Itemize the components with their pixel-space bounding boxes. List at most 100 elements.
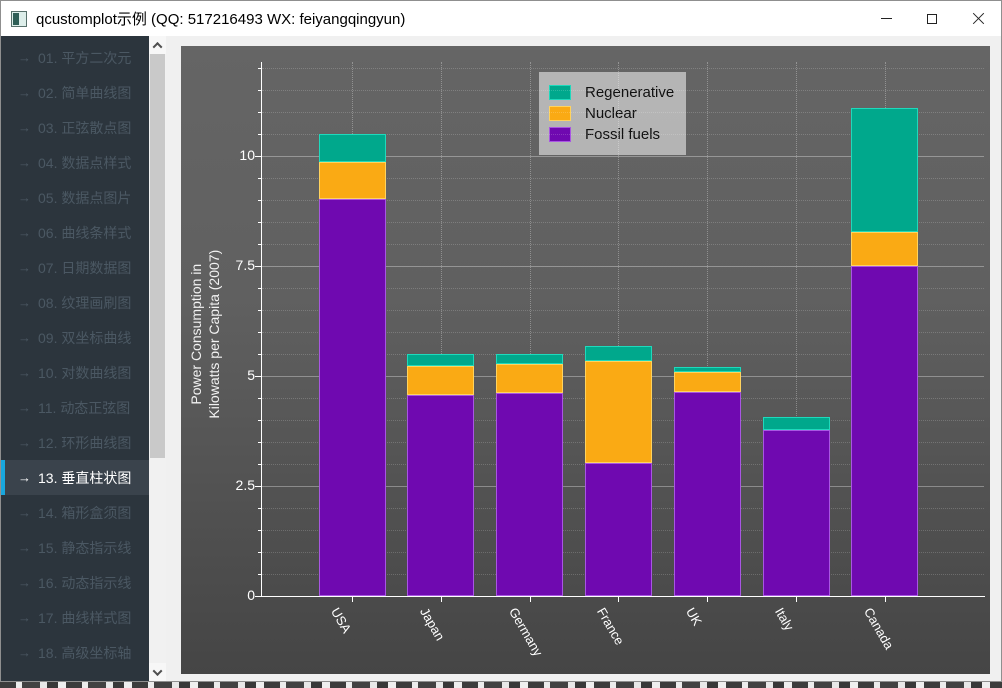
chart-legend[interactable]: Regenerative Nuclear Fossil fuels xyxy=(539,72,687,155)
chevron-up-icon xyxy=(152,41,163,52)
bar-segment-regenerative-japan[interactable] xyxy=(407,353,475,366)
y-minor-gridline xyxy=(262,200,984,201)
minimize-button[interactable] xyxy=(863,1,909,36)
stacked-bar-chart[interactable]: Power Consumption in Kilowatts per Capit… xyxy=(181,46,990,674)
sidebar-item-08[interactable]: → 08. 纹理画刷图 xyxy=(1,285,149,320)
x-gridline xyxy=(440,62,442,596)
y-minor-gridline xyxy=(262,68,984,69)
app-icon xyxy=(11,10,27,27)
chart-panel: Power Consumption in Kilowatts per Capit… xyxy=(166,36,1001,681)
window-body: → 01. 平方二次元 → 02. 简单曲线图 → 03. 正弦散点图 → 04. 数据点样式… xyxy=(1,36,1001,681)
bar-segment-nuclear-uk[interactable] xyxy=(673,371,741,393)
y-minor-gridline xyxy=(262,178,984,179)
y-major-gridline xyxy=(262,156,984,157)
y-axis-subtick xyxy=(258,178,261,179)
y-axis-subtick xyxy=(258,508,261,509)
bar-segment-nuclear-canada[interactable] xyxy=(851,231,919,266)
arrow-icon: → xyxy=(18,190,31,205)
x-gridline xyxy=(618,62,620,596)
sidebar-item-02[interactable]: → 02. 简单曲线图 xyxy=(1,75,149,110)
sidebar-item-19[interactable]: → 19. 颜色热力图 xyxy=(1,670,149,682)
legend-swatch-icon xyxy=(549,127,571,142)
bar-segment-nuclear-germany[interactable] xyxy=(496,363,564,393)
sidebar-item-label: 02. 简单曲线图 xyxy=(38,84,132,101)
sidebar-item-06[interactable]: → 06. 曲线条样式 xyxy=(1,215,149,250)
bar-segment-nuclear-japan[interactable] xyxy=(407,365,475,395)
sidebar-item-12[interactable]: → 12. 环形曲线图 xyxy=(1,425,149,460)
y-axis-subtick xyxy=(258,442,261,443)
bar-segment-regenerative-italy[interactable] xyxy=(762,416,830,430)
scrollbar-thumb[interactable] xyxy=(150,54,165,458)
sidebar-item-11[interactable]: → 11. 动态正弦图 xyxy=(1,390,149,425)
bar-segment-fossil-fuels-italy[interactable] xyxy=(762,429,830,596)
arrow-icon: → xyxy=(18,50,31,65)
y-axis-subtick xyxy=(258,464,261,465)
bar-segment-regenerative-canada[interactable] xyxy=(851,108,919,232)
sidebar-item-label: 14. 箱形盒须图 xyxy=(38,504,132,521)
sidebar-item-18[interactable]: → 18. 高级坐标轴 xyxy=(1,635,149,670)
sidebar-item-01[interactable]: → 01. 平方二次元 xyxy=(1,40,149,75)
y-major-gridline xyxy=(262,266,984,267)
sidebar-item-label: 11. 动态正弦图 xyxy=(38,399,131,416)
sidebar-item-05[interactable]: → 05. 数据点图片 xyxy=(1,180,149,215)
sidebar-item-13[interactable]: → 13. 垂直柱状图 xyxy=(1,460,149,495)
x-gridline xyxy=(707,62,709,596)
y-axis-subtick xyxy=(258,222,261,223)
x-tick-label-uk: UK xyxy=(683,605,706,629)
minimize-icon xyxy=(880,18,892,19)
sidebar-item-09[interactable]: → 09. 双坐标曲线 xyxy=(1,320,149,355)
bar-segment-fossil-fuels-germany[interactable] xyxy=(496,392,564,596)
bar-segment-fossil-fuels-uk[interactable] xyxy=(673,392,741,596)
sidebar-item-16[interactable]: → 16. 动态指示线 xyxy=(1,565,149,600)
bar-segment-nuclear-france[interactable] xyxy=(584,361,652,464)
sidebar-item-10[interactable]: → 10. 对数曲线图 xyxy=(1,355,149,390)
scroll-up-button[interactable] xyxy=(149,36,166,54)
bar-segment-fossil-fuels-usa[interactable] xyxy=(318,198,386,596)
sidebar-item-14[interactable]: → 14. 箱形盒须图 xyxy=(1,495,149,530)
sidebar-item-label: 09. 双坐标曲线 xyxy=(38,329,132,346)
sidebar-item-04[interactable]: → 04. 数据点样式 xyxy=(1,145,149,180)
legend-label: Nuclear xyxy=(585,105,637,122)
y-axis-line xyxy=(261,62,262,597)
y-tick-label: 0 xyxy=(247,587,255,603)
arrow-icon: → xyxy=(18,540,31,555)
sidebar-scrollbar[interactable] xyxy=(149,36,166,681)
bar-segment-regenerative-germany[interactable] xyxy=(496,354,564,364)
maximize-icon xyxy=(927,13,937,24)
bar-segment-regenerative-france[interactable] xyxy=(584,345,652,362)
legend-item-regenerative[interactable]: Regenerative xyxy=(549,84,674,101)
y-axis-tick xyxy=(255,156,261,157)
bar-segment-regenerative-usa[interactable] xyxy=(318,134,386,162)
maximize-button[interactable] xyxy=(909,1,955,36)
x-axis-tick xyxy=(352,597,353,602)
legend-item-fossil-fuels[interactable]: Fossil fuels xyxy=(549,126,674,143)
scroll-down-button[interactable] xyxy=(149,663,166,681)
bar-segment-fossil-fuels-canada[interactable] xyxy=(851,266,919,596)
bar-segment-fossil-fuels-japan[interactable] xyxy=(407,394,475,596)
y-axis-tick xyxy=(255,596,261,597)
y-axis-subtick xyxy=(258,68,261,69)
legend-item-nuclear[interactable]: Nuclear xyxy=(549,105,674,122)
bar-segment-fossil-fuels-france[interactable] xyxy=(584,463,652,596)
sidebar-item-07[interactable]: → 07. 日期数据图 xyxy=(1,250,149,285)
sidebar-item-label: 17. 曲线样式图 xyxy=(38,609,132,626)
bar-segment-regenerative-uk[interactable] xyxy=(673,367,741,372)
arrow-icon: → xyxy=(18,260,31,275)
sidebar-item-17[interactable]: → 17. 曲线样式图 xyxy=(1,600,149,635)
y-minor-gridline xyxy=(262,332,984,333)
y-axis-subtick xyxy=(258,90,261,91)
sidebar-item-label: 18. 高级坐标轴 xyxy=(38,644,132,661)
sidebar-item-03[interactable]: → 03. 正弦散点图 xyxy=(1,110,149,145)
legend-swatch-icon xyxy=(549,85,571,100)
close-button[interactable] xyxy=(955,1,1001,36)
arrow-icon: → xyxy=(18,120,31,135)
x-axis-tick xyxy=(707,597,709,602)
y-axis-tick xyxy=(255,376,261,377)
bar-segment-nuclear-usa[interactable] xyxy=(318,161,386,199)
sidebar-item-15[interactable]: → 15. 静态指示线 xyxy=(1,530,149,565)
y-axis-subtick xyxy=(258,200,261,201)
sidebar-item-label: 05. 数据点图片 xyxy=(38,189,132,206)
y-minor-gridline xyxy=(262,112,984,113)
y-axis-subtick xyxy=(258,332,261,333)
y-axis-title: Power Consumption in Kilowatts per Capit… xyxy=(187,249,222,419)
